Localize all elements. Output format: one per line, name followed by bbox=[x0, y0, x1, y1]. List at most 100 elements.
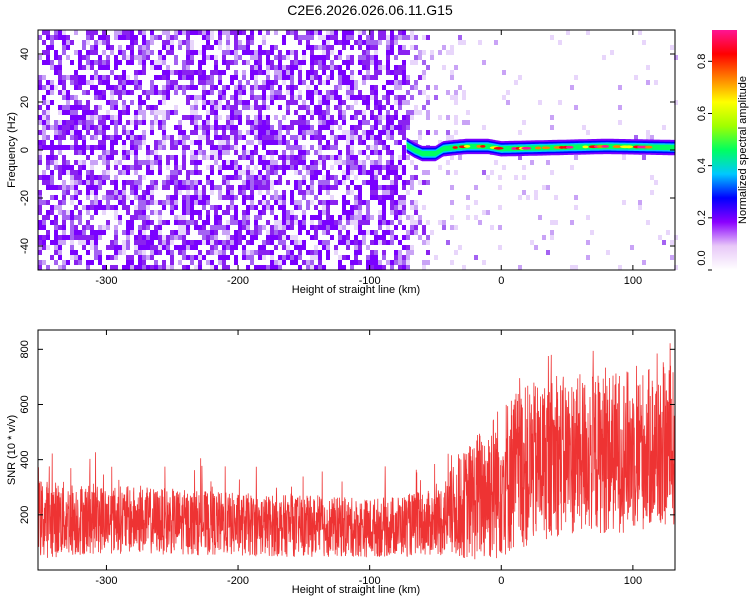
spectrogram-cell bbox=[206, 80, 210, 85]
spectrogram-cell bbox=[310, 90, 314, 95]
spectrogram-cell bbox=[494, 40, 498, 45]
spectrogram-cell bbox=[198, 70, 202, 75]
spectrogram-cell bbox=[98, 35, 102, 40]
spectrogram-cell bbox=[462, 95, 466, 100]
spectrogram-cell bbox=[230, 200, 234, 205]
spectrogram-cell bbox=[78, 220, 82, 225]
spectrogram-cell bbox=[174, 200, 178, 205]
spectrogram-cell bbox=[242, 155, 246, 160]
spectrogram-cell bbox=[178, 40, 182, 45]
spectrogram-cell bbox=[302, 120, 306, 125]
spectrogram-cell bbox=[290, 120, 294, 125]
spectrogram-y-tick-label: 0 bbox=[19, 147, 31, 153]
spectrogram-cell bbox=[382, 125, 386, 130]
spectrogram-cell bbox=[310, 100, 314, 105]
spectrogram-cell bbox=[146, 200, 150, 205]
spectrogram-cell bbox=[162, 240, 166, 245]
spectrogram-cell bbox=[202, 50, 206, 55]
snr-y-tick-label: 600 bbox=[19, 395, 31, 413]
spectrogram-cell bbox=[350, 140, 354, 145]
spectrogram-cell bbox=[322, 80, 326, 85]
spectrogram-cell bbox=[106, 175, 110, 180]
spectrogram-cell bbox=[42, 235, 46, 240]
spectrogram-cell bbox=[102, 150, 106, 155]
spectrogram-cell bbox=[70, 175, 74, 180]
spectrogram-cell bbox=[134, 120, 138, 125]
spectrogram-cell bbox=[210, 85, 214, 90]
spectrogram-cell bbox=[210, 240, 214, 245]
spectrogram-cell bbox=[90, 60, 94, 65]
spectrogram-cell bbox=[66, 45, 70, 50]
spectrogram-cell bbox=[138, 240, 142, 245]
spectrogram-cell bbox=[158, 210, 162, 215]
spectrogram-cell bbox=[162, 260, 166, 265]
spectrogram-cell bbox=[318, 155, 322, 160]
spectrogram-cell bbox=[230, 60, 234, 65]
spectrogram-cell bbox=[426, 260, 430, 265]
spectrogram-cell bbox=[230, 245, 234, 250]
spectrogram-cell bbox=[306, 170, 310, 175]
spectrogram-cell bbox=[294, 60, 298, 65]
spectrogram-cell bbox=[58, 35, 62, 40]
spectrogram-cell bbox=[134, 195, 138, 200]
spectrogram-cell bbox=[406, 110, 410, 115]
spectrogram-cell bbox=[246, 120, 250, 125]
spectrogram-cell bbox=[294, 65, 298, 70]
spectrogram-cell bbox=[394, 125, 398, 130]
spectrogram-cell bbox=[358, 200, 362, 205]
spectrogram-cell bbox=[294, 200, 298, 205]
spectrogram-cell bbox=[390, 235, 394, 240]
spectrogram-cell bbox=[402, 195, 406, 200]
spectrogram-cell bbox=[386, 240, 390, 245]
spectrogram-cell bbox=[414, 35, 418, 40]
spectrogram-cell bbox=[126, 260, 130, 265]
spectrogram-cell bbox=[362, 40, 366, 45]
spectrogram-cell bbox=[410, 45, 414, 50]
spectrogram-cell bbox=[190, 130, 194, 135]
spectrogram-cell bbox=[74, 150, 78, 155]
spectrogram-cell bbox=[234, 165, 238, 170]
spectrogram-cell bbox=[310, 220, 314, 225]
spectrogram-cell bbox=[114, 185, 118, 190]
spectrogram-cell bbox=[154, 60, 158, 65]
spectrogram-cell bbox=[266, 165, 270, 170]
spectrogram-cell bbox=[218, 40, 222, 45]
spectrogram-cell bbox=[214, 65, 218, 70]
spectrogram-cell bbox=[390, 45, 394, 50]
spectrogram-cell bbox=[366, 95, 370, 100]
spectrogram-cell bbox=[54, 260, 58, 265]
spectrogram-cell bbox=[314, 160, 318, 165]
spectrogram-cell bbox=[390, 170, 394, 175]
spectrogram-cell bbox=[346, 40, 350, 45]
spectrogram-cell bbox=[194, 150, 198, 155]
spectrogram-cell bbox=[198, 190, 202, 195]
spectrogram-cell bbox=[142, 140, 146, 145]
spectrogram-cell bbox=[458, 35, 462, 40]
spectrogram-cell bbox=[394, 95, 398, 100]
spectrogram-cell bbox=[394, 85, 398, 90]
spectrogram-cell bbox=[50, 100, 54, 105]
spectrogram-cell bbox=[166, 75, 170, 80]
spectrogram-cell bbox=[214, 100, 218, 105]
spectrogram-cell bbox=[58, 175, 62, 180]
spectrogram-cell bbox=[170, 180, 174, 185]
spectrogram-cell bbox=[434, 255, 438, 260]
spectrogram-cell bbox=[310, 175, 314, 180]
spectrogram-cell bbox=[386, 115, 390, 120]
spectrogram-cell bbox=[350, 210, 354, 215]
spectrogram-cell bbox=[422, 240, 426, 245]
spectrogram-cell bbox=[82, 205, 86, 210]
spectrogram-cell bbox=[118, 215, 122, 220]
spectrogram-cell bbox=[386, 45, 390, 50]
spectrogram-cell bbox=[406, 125, 410, 130]
spectrogram-cell bbox=[182, 155, 186, 160]
spectrogram-cell bbox=[78, 115, 82, 120]
spectrogram-cell bbox=[90, 45, 94, 50]
spectrogram-cell bbox=[386, 175, 390, 180]
spectrogram-cell bbox=[302, 115, 306, 120]
spectrogram-cell bbox=[182, 165, 186, 170]
spectrogram-cell bbox=[218, 185, 222, 190]
spectrogram-x-tick-label: 100 bbox=[624, 275, 642, 287]
spectrogram-cell bbox=[282, 155, 286, 160]
spectrogram-cell bbox=[398, 210, 402, 215]
